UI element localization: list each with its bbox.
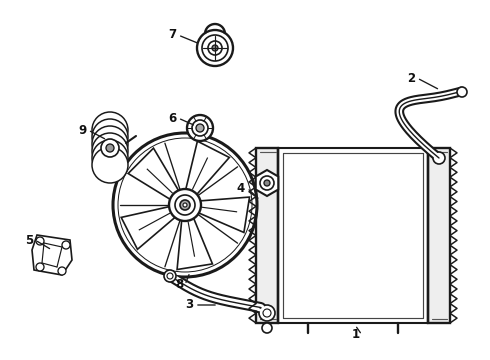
Bar: [428, 148, 450, 323]
Circle shape: [263, 309, 271, 317]
Text: 5: 5: [25, 234, 33, 247]
Circle shape: [92, 119, 128, 155]
Circle shape: [187, 115, 213, 141]
Circle shape: [92, 147, 128, 183]
Circle shape: [36, 237, 44, 245]
Polygon shape: [32, 235, 72, 275]
Text: 8: 8: [175, 279, 183, 292]
Polygon shape: [199, 197, 249, 233]
Circle shape: [260, 176, 274, 190]
Circle shape: [92, 133, 128, 169]
Circle shape: [180, 200, 190, 210]
Circle shape: [457, 87, 467, 97]
Circle shape: [192, 120, 208, 136]
Polygon shape: [121, 207, 175, 249]
Circle shape: [202, 35, 228, 61]
Circle shape: [167, 273, 173, 279]
Circle shape: [264, 180, 270, 186]
Polygon shape: [186, 141, 229, 194]
Text: 7: 7: [168, 28, 176, 41]
Circle shape: [36, 263, 44, 271]
Circle shape: [208, 41, 222, 55]
Circle shape: [58, 267, 66, 275]
Bar: [256, 148, 278, 323]
Circle shape: [212, 45, 218, 51]
Circle shape: [92, 112, 128, 148]
Circle shape: [262, 323, 272, 333]
Circle shape: [101, 139, 119, 157]
Circle shape: [196, 124, 204, 132]
Polygon shape: [128, 148, 178, 199]
Text: 1: 1: [352, 328, 360, 342]
Circle shape: [197, 30, 233, 66]
Circle shape: [259, 305, 275, 321]
Circle shape: [106, 144, 114, 152]
Circle shape: [113, 133, 257, 277]
Polygon shape: [256, 170, 278, 196]
Text: 9: 9: [78, 123, 86, 136]
Circle shape: [164, 270, 176, 282]
Circle shape: [92, 126, 128, 162]
Circle shape: [433, 152, 445, 164]
Text: 2: 2: [407, 72, 415, 85]
Circle shape: [183, 203, 187, 207]
Text: 6: 6: [168, 112, 176, 125]
Circle shape: [62, 241, 70, 249]
Circle shape: [175, 195, 195, 215]
Circle shape: [169, 189, 201, 221]
Polygon shape: [177, 219, 213, 270]
Bar: [278, 148, 428, 323]
Text: 3: 3: [185, 298, 193, 311]
Circle shape: [92, 140, 128, 176]
Text: 4: 4: [237, 181, 245, 194]
